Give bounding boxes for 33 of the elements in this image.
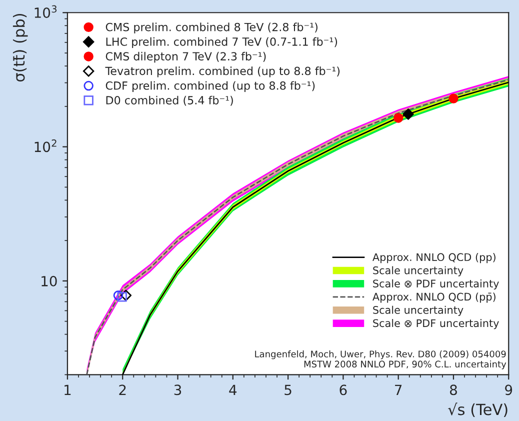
legend-label: Scale uncertainty [373,266,464,276]
legend-label: Approx. NNLO QCD (pp̄) [372,292,496,303]
legend-label: Scale ⊗ PDF uncertainty [373,319,499,330]
point [120,290,132,302]
x-tick-label: 8 [450,384,457,396]
x-tick-label: 9 [505,384,512,396]
legend-label: CMS dilepton 7 TeV (2.3 fb⁻¹) [106,52,266,63]
x-tick-label: 5 [284,384,292,396]
point [448,94,458,104]
x-tick-label: 1 [64,384,71,395]
x-tick-label: 6 [340,384,347,396]
point [402,108,414,120]
legend-label: CDF prelim. combined (up to 8.8 fb⁻¹) [106,81,315,92]
y-axis-title: σ(tt̄) (pb) [12,14,28,82]
legend-label: LHC prelim. combined 7 TeV (0.7-1.1 fb⁻¹) [106,37,338,48]
y-tick-label: 10 [42,276,57,286]
annotation: Langenfeld, Moch, Uwer, Phys. Rev. D80 (2009) 054009 MSTW 2008 NNLO PDF, 90% C.L. uncertainty [255,350,506,370]
x-tick-label: 7 [395,384,402,395]
legend-label: Scale ⊗ PDF uncertainty [373,279,499,290]
y-tick-label: 10$^{3}$ [34,5,57,18]
legend-label: CMS prelim. combined 8 TeV (2.8 fb⁻¹) [106,22,318,34]
point [113,290,124,300]
legend-label: D0 combined (5.4 fb⁻¹) [106,96,233,106]
legend-label: Tevatron prelim. combined (up to 8.8 fb⁻¹) [105,66,340,78]
x-axis-title: √s (TeV) [448,402,508,418]
point [117,292,127,302]
point [393,113,404,123]
x-tick-label: 4 [229,384,237,395]
y-tick-label: 10$^{2}$ [34,139,56,152]
legend-label: Scale uncertainty [373,306,464,316]
x-tick-label: 2 [119,384,126,395]
x-tick-label: 3 [174,384,182,396]
legend-label: Approx. NNLO QCD (pp) [372,253,496,264]
